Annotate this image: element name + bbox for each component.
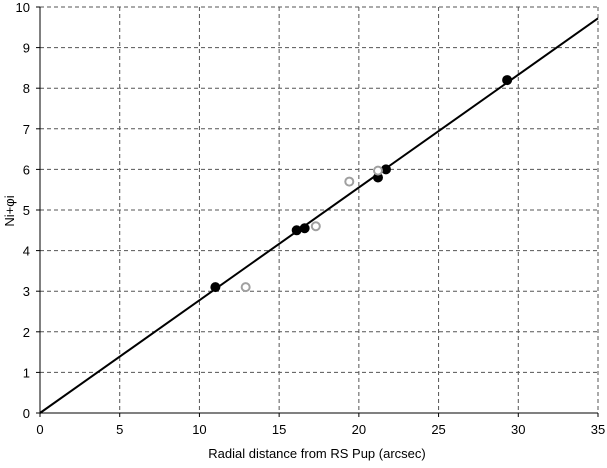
y-tick-label: 4 [23,244,30,259]
fit-line-layer [39,17,599,414]
filled-circle-point [299,223,310,234]
data-points [210,75,513,293]
y-tick-label: 5 [23,203,30,218]
axes [36,6,599,417]
open-circle-point [240,282,251,293]
open-circle-point [344,176,355,187]
x-tick-label: 20 [352,422,366,437]
y-tick-label: 9 [23,41,30,56]
x-tick-label: 30 [511,422,525,437]
y-tick-label: 7 [23,122,30,137]
x-tick-label: 10 [192,422,206,437]
tick-labels: 0 5 10 15 20 25 30 35 0 1 2 3 4 5 6 7 8 9 10 [16,0,606,437]
grid-lines [40,6,599,413]
x-tick-label: 25 [431,422,445,437]
y-tick-label: 8 [23,81,30,96]
y-tick-label: 10 [16,0,30,15]
filled-circle-point [502,75,513,86]
filled-circle-point [210,282,221,293]
x-tick-label: 0 [36,422,43,437]
y-tick-label: 2 [23,325,30,340]
open-circle-point [372,165,383,176]
y-tick-label: 1 [23,365,30,380]
y-tick-label: 3 [23,284,30,299]
open-circle-point [310,221,321,232]
y-tick-label: 6 [23,162,30,177]
x-tick-label: 15 [272,422,286,437]
y-tick-label: 0 [23,406,30,421]
x-axis-label: Radial distance from RS Pup (arcsec) [208,446,425,461]
fit-line [39,17,599,414]
y-axis-label: Ni+φi [2,195,17,226]
x-tick-label: 35 [591,422,605,437]
x-tick-label: 5 [116,422,123,437]
